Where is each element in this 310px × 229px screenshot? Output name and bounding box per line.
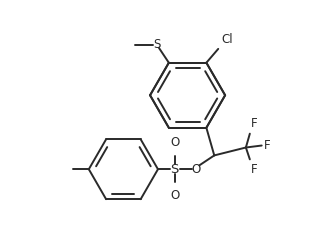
- Text: O: O: [170, 189, 179, 202]
- Text: F: F: [251, 163, 257, 176]
- Text: S: S: [170, 163, 179, 176]
- Text: S: S: [153, 38, 161, 52]
- Text: F: F: [264, 139, 270, 152]
- Text: O: O: [192, 163, 201, 176]
- Text: Cl: Cl: [221, 33, 233, 46]
- Text: O: O: [170, 136, 179, 150]
- Text: F: F: [251, 117, 257, 130]
